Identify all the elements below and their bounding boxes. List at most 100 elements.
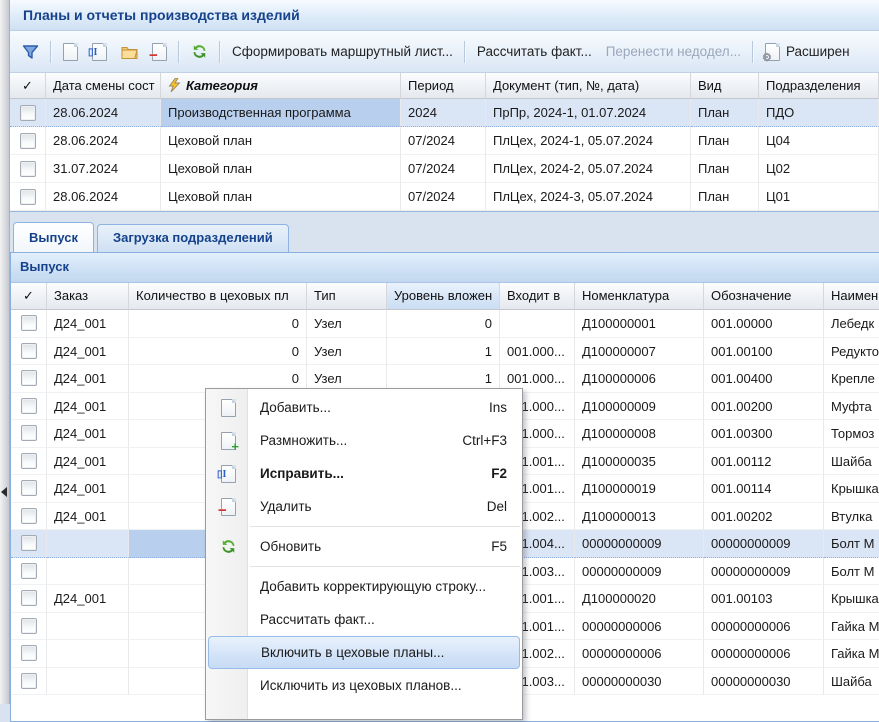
cell-order[interactable]: Д24_001 xyxy=(47,392,129,420)
row-checkbox-cell[interactable] xyxy=(11,420,47,448)
cell-type[interactable]: Узел xyxy=(307,337,387,365)
cell-qty[interactable]: 0 xyxy=(129,337,307,365)
cell-document[interactable]: ПлЦех, 2024-2, 05.07.2024 xyxy=(486,155,691,183)
cell-order[interactable] xyxy=(47,557,129,585)
cell-nomenclature[interactable]: 00000000030 xyxy=(575,667,704,695)
cell-category[interactable]: Цеховой план xyxy=(161,155,401,183)
cell-level[interactable]: 1 xyxy=(387,337,500,365)
cell-category[interactable]: Производственная программа xyxy=(161,99,401,127)
cell-name[interactable]: Втулка xyxy=(824,503,879,530)
cell-designation[interactable]: 00000000009 xyxy=(704,557,824,585)
checkbox[interactable] xyxy=(20,562,37,579)
cell-qty[interactable]: 0 xyxy=(129,310,307,338)
cell-designation[interactable]: 00000000009 xyxy=(704,530,824,558)
row-checkbox-cell[interactable] xyxy=(11,392,47,420)
calc-fact-button[interactable]: Рассчитать факт... xyxy=(470,40,599,63)
cell-designation[interactable]: 00000000030 xyxy=(704,667,824,695)
cell-order[interactable] xyxy=(47,530,129,558)
column-header-division[interactable]: Подразделения xyxy=(759,73,879,99)
tab-vypusk[interactable]: Выпуск xyxy=(13,222,94,252)
cell-order[interactable]: Д24_001 xyxy=(47,337,129,365)
cell-order[interactable] xyxy=(47,667,129,695)
cell-nomenclature[interactable]: Д100000001 xyxy=(575,310,704,338)
row-checkbox-cell[interactable] xyxy=(11,447,47,475)
column-header-category[interactable]: Категория xyxy=(161,73,401,99)
delete-button[interactable]: − xyxy=(145,39,174,65)
row-checkbox-cell[interactable] xyxy=(11,475,47,503)
table-row[interactable]: 28.06.2024 Цеховой план 07/2024 ПлЦех, 2024… xyxy=(10,183,879,211)
cell-date[interactable]: 28.06.2024 xyxy=(46,99,161,127)
panel-collapse-splitter[interactable] xyxy=(0,0,10,704)
table-row[interactable]: 28.06.2024 Производственная программа 2024… xyxy=(10,99,879,127)
checkbox[interactable] xyxy=(20,645,37,662)
cell-name[interactable]: Лебедк xyxy=(824,310,879,338)
column-header-type[interactable]: Тип xyxy=(307,283,387,310)
cell-designation[interactable]: 001.00400 xyxy=(704,365,824,393)
cell-order[interactable]: Д24_001 xyxy=(47,310,129,338)
row-checkbox-cell[interactable] xyxy=(11,585,47,613)
checkbox[interactable] xyxy=(19,104,36,121)
checkbox[interactable] xyxy=(20,590,37,607)
cell-name[interactable]: Шайба xyxy=(824,448,879,475)
cell-order[interactable]: Д24_001 xyxy=(47,475,129,503)
table-row[interactable]: Д24_001 001.000... Д100000009 001.00200 Муфт… xyxy=(11,392,879,420)
checkbox[interactable] xyxy=(20,342,37,359)
row-checkbox-cell[interactable] xyxy=(11,310,47,338)
checkbox[interactable] xyxy=(20,507,37,524)
column-header-name[interactable]: Наимен xyxy=(824,283,879,310)
collapse-left-arrow-icon[interactable] xyxy=(1,487,7,497)
checkbox[interactable] xyxy=(19,188,36,205)
menu-item[interactable]: ▯I Исправить... F2 xyxy=(208,457,520,490)
menu-item[interactable]: Добавить корректирующую строку... xyxy=(208,570,520,603)
column-header-qty[interactable]: Количество в цеховых пл xyxy=(129,283,307,310)
checkbox[interactable] xyxy=(20,315,37,332)
cell-name[interactable]: Болт М xyxy=(824,530,879,558)
cell-nomenclature[interactable]: Д100000019 xyxy=(575,475,704,503)
cell-kind[interactable]: План xyxy=(691,183,759,211)
row-checkbox-cell[interactable] xyxy=(10,127,46,155)
edit-button[interactable]: ▯I xyxy=(85,39,114,65)
cell-date[interactable]: 28.06.2024 xyxy=(46,183,161,211)
checkbox[interactable] xyxy=(20,370,37,387)
row-checkbox-cell[interactable] xyxy=(11,557,47,585)
checkbox[interactable] xyxy=(20,672,37,689)
cell-parent[interactable]: 001.000... xyxy=(500,337,575,365)
cell-order[interactable]: Д24_001 xyxy=(47,585,129,613)
cell-date[interactable]: 28.06.2024 xyxy=(46,127,161,155)
cell-period[interactable]: 07/2024 xyxy=(401,183,486,211)
cell-name[interactable]: Крепле xyxy=(824,365,879,393)
checkbox[interactable] xyxy=(20,397,37,414)
cell-name[interactable]: Редукто xyxy=(824,338,879,365)
cell-name[interactable]: Шайба xyxy=(824,668,879,695)
open-button[interactable] xyxy=(114,41,145,63)
cell-designation[interactable]: 00000000006 xyxy=(704,612,824,640)
refresh-button[interactable] xyxy=(184,39,215,64)
checkbox[interactable] xyxy=(20,535,37,552)
cell-period[interactable]: 07/2024 xyxy=(401,127,486,155)
menu-item[interactable]: Включить в цеховые планы... xyxy=(208,636,520,669)
cell-name[interactable]: Болт М xyxy=(824,558,879,585)
row-checkbox-cell[interactable] xyxy=(11,337,47,365)
cell-nomenclature[interactable]: Д100000006 xyxy=(575,365,704,393)
filter-button[interactable] xyxy=(15,40,46,64)
cell-parent[interactable]: 001.000... xyxy=(500,365,575,393)
cell-document[interactable]: ПлЦех, 2024-3, 05.07.2024 xyxy=(486,183,691,211)
cell-designation[interactable]: 001.00112 xyxy=(704,447,824,475)
column-header-document[interactable]: Документ (тип, №, дата) xyxy=(486,73,691,99)
cell-designation[interactable]: 001.00202 xyxy=(704,502,824,530)
column-header-order[interactable]: Заказ xyxy=(47,283,129,310)
cell-nomenclature[interactable]: 00000000009 xyxy=(575,530,704,558)
cell-designation[interactable]: 001.00114 xyxy=(704,475,824,503)
checkbox[interactable] xyxy=(20,617,37,634)
column-header-check[interactable]: ✓ xyxy=(10,73,46,99)
cell-order[interactable] xyxy=(47,640,129,668)
cell-division[interactable]: Ц01 xyxy=(759,183,879,211)
cell-date[interactable]: 31.07.2024 xyxy=(46,155,161,183)
cell-order[interactable]: Д24_001 xyxy=(47,502,129,530)
checkbox[interactable] xyxy=(19,160,36,177)
add-button[interactable] xyxy=(56,39,85,65)
row-checkbox-cell[interactable] xyxy=(11,612,47,640)
menu-item[interactable]: + Размножить... Ctrl+F3 xyxy=(208,424,520,457)
column-header-kind[interactable]: Вид xyxy=(691,73,759,99)
checkbox[interactable] xyxy=(20,480,37,497)
